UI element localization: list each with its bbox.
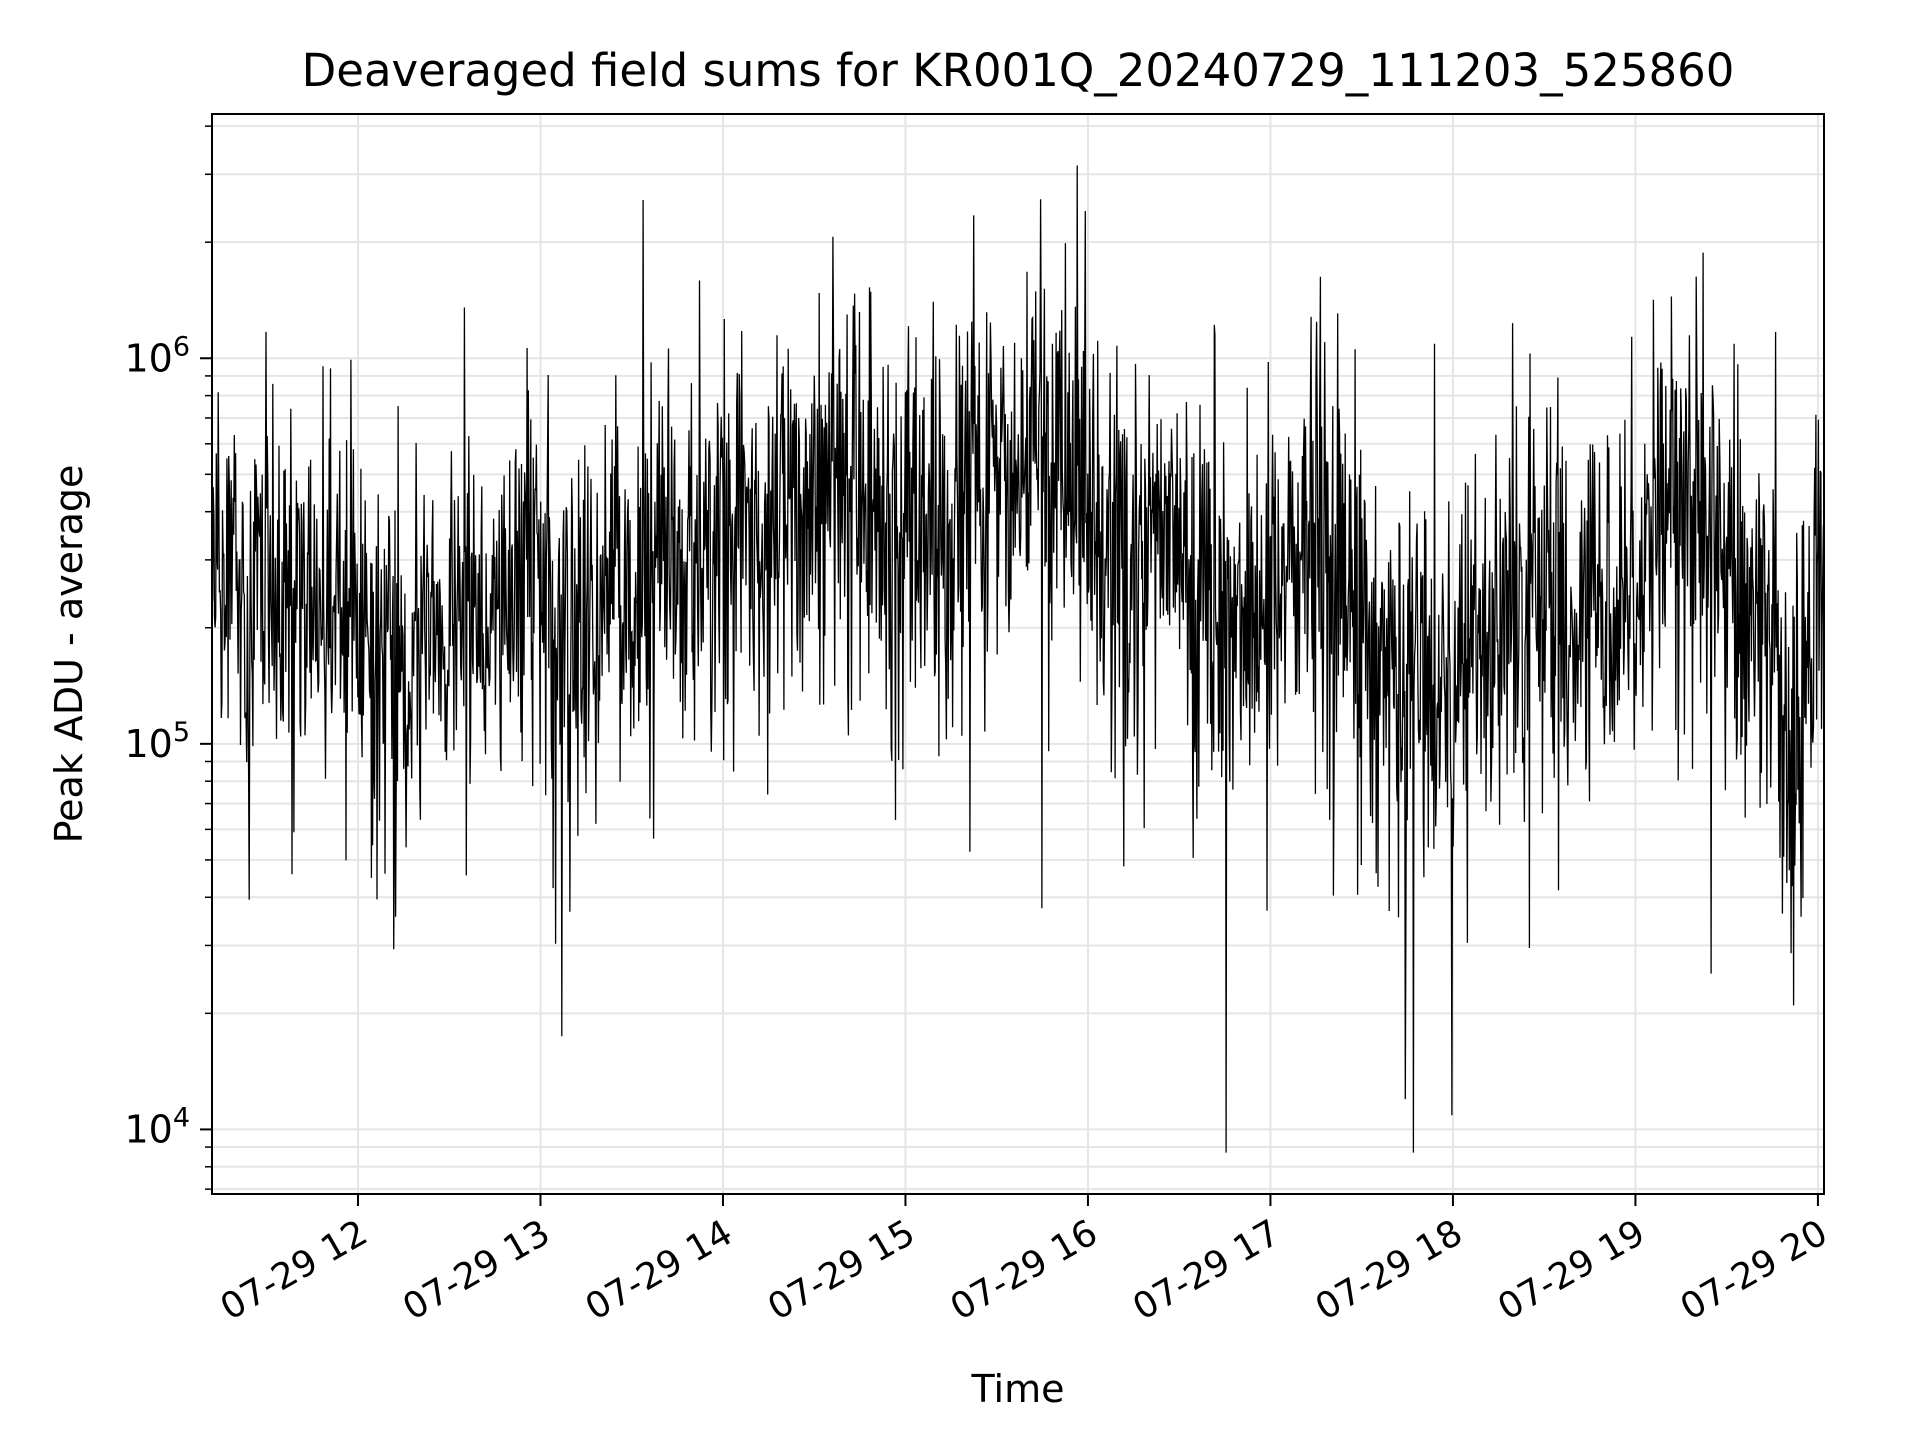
x-axis-label: Time	[971, 1367, 1065, 1411]
series-line	[212, 165, 1824, 1153]
series-0-line	[212, 165, 1824, 1153]
y-axis-label: Peak ADU - average	[47, 465, 91, 844]
chart-title: Deaveraged field sums for KR001Q_2024072…	[302, 44, 1735, 97]
plot-frame	[211, 113, 1825, 1195]
